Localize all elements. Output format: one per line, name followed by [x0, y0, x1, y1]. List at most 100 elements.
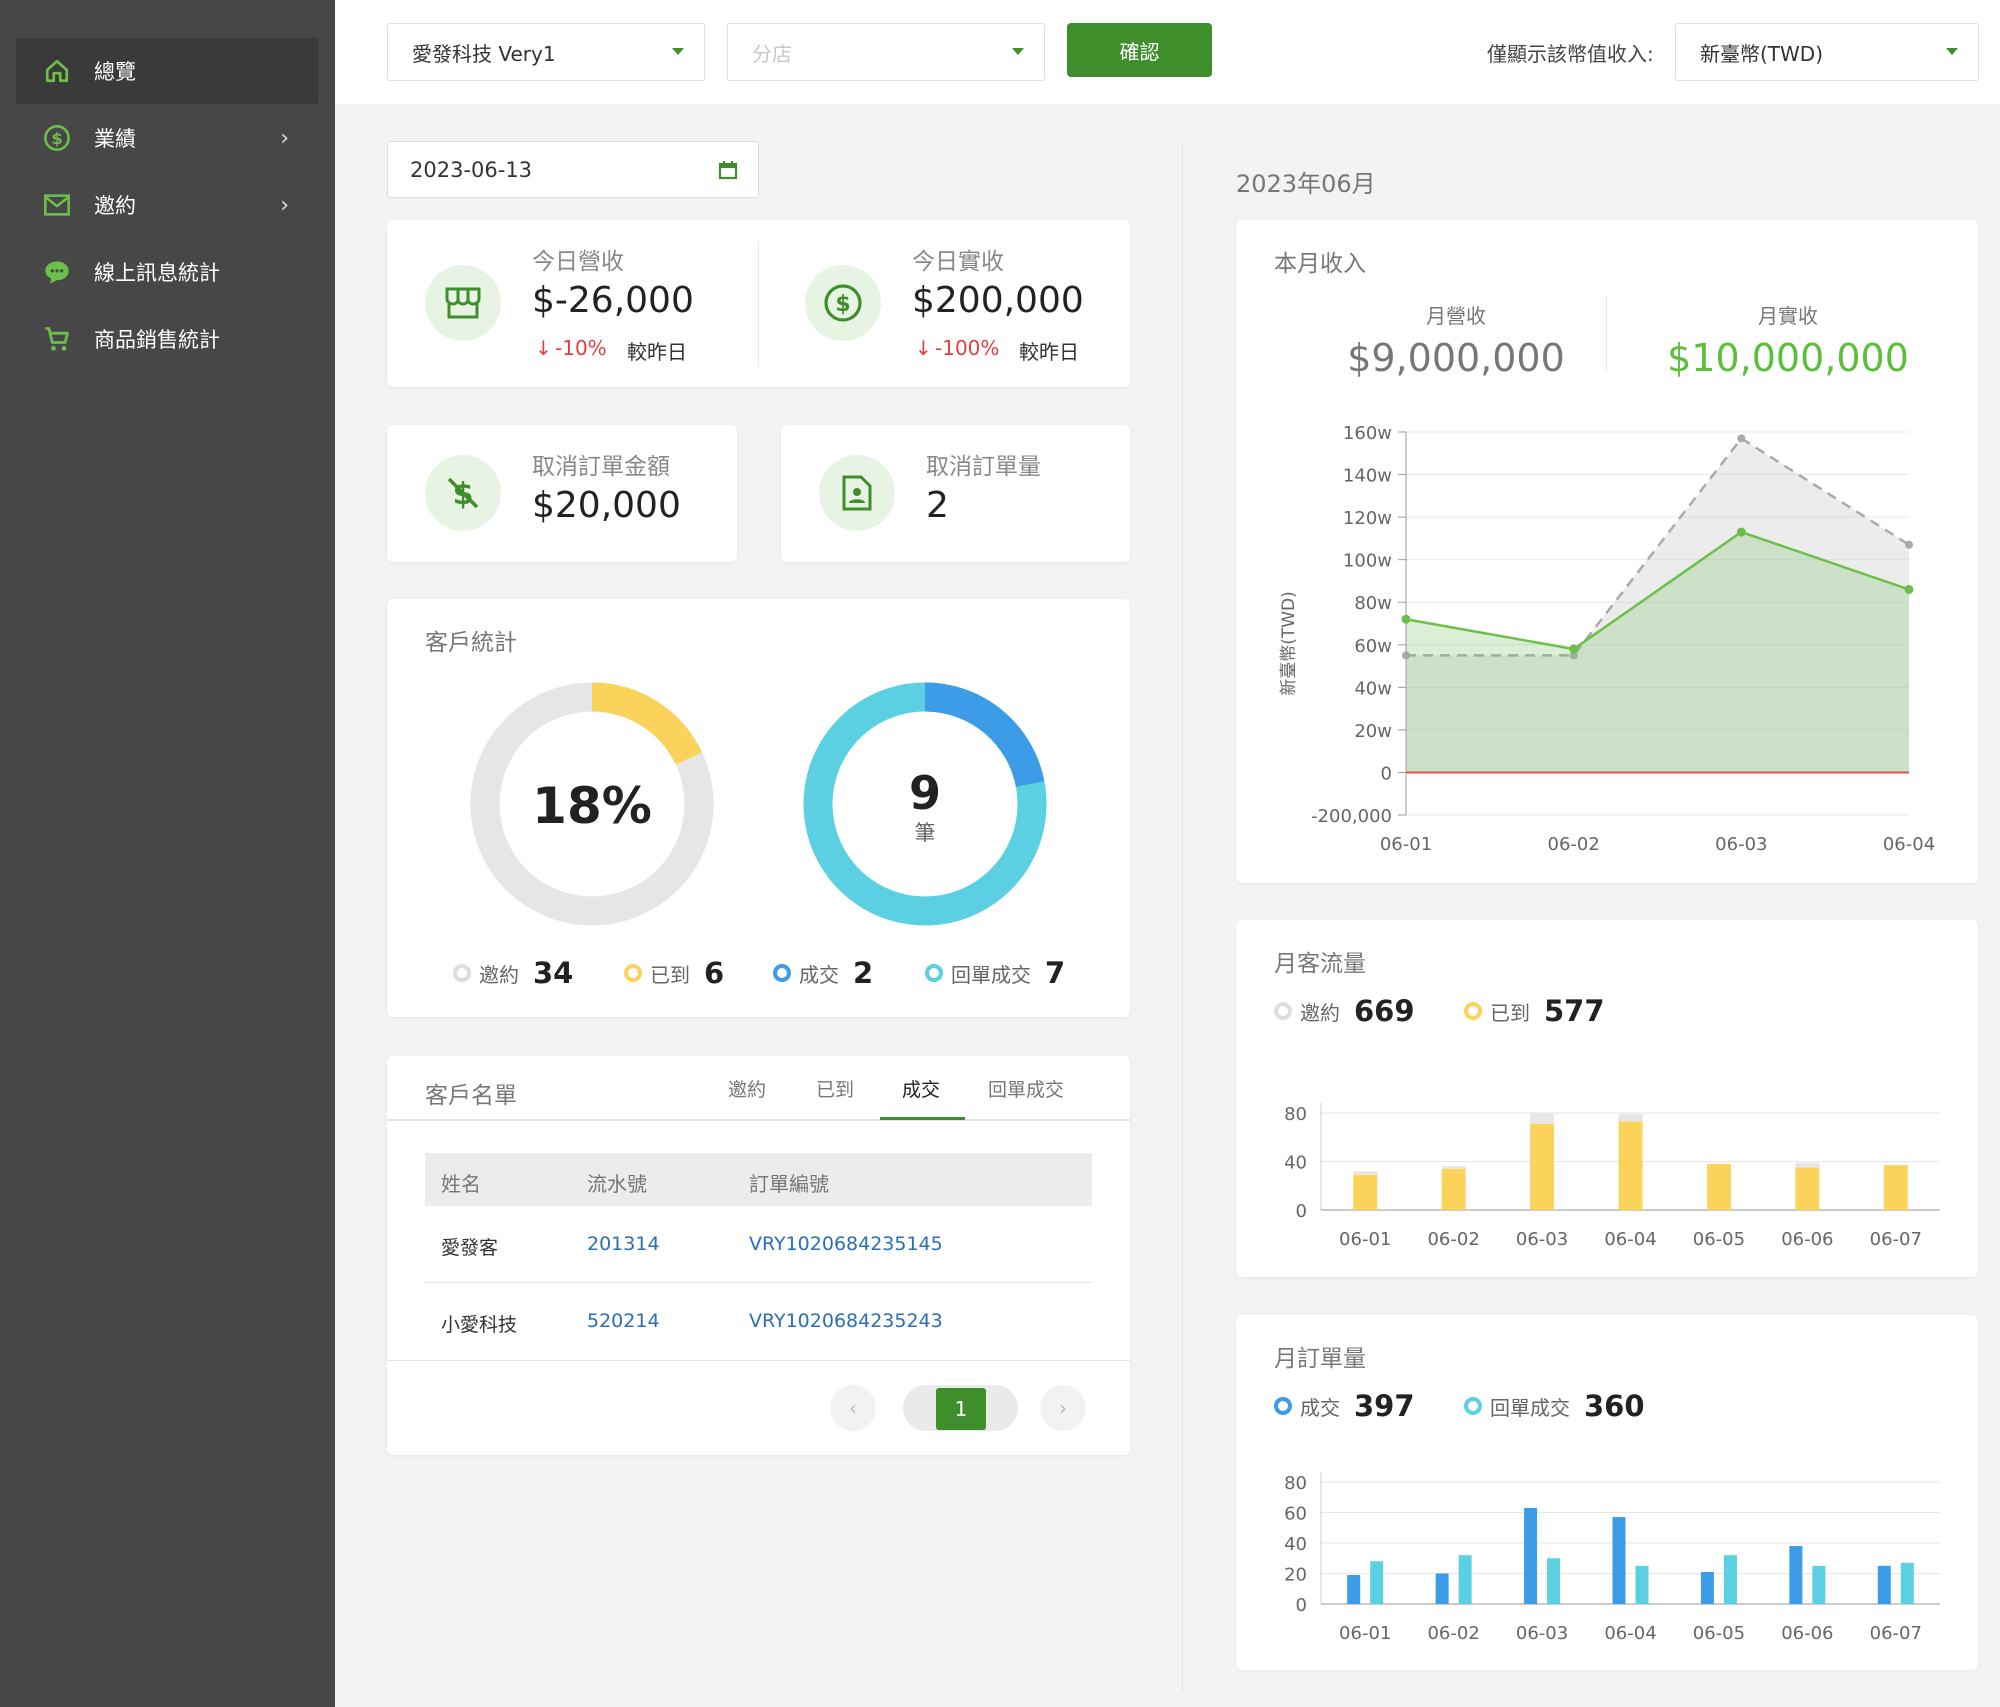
x-tick-label: 06-04: [1604, 1229, 1656, 1250]
x-tick-label: 06-06: [1781, 1623, 1833, 1644]
down-arrow-icon: ↓: [915, 336, 932, 360]
legend-value: 6: [704, 956, 725, 990]
bar: [1435, 1573, 1449, 1604]
series-area: [1406, 438, 1909, 773]
y-tick-label: 60w: [1354, 636, 1392, 657]
x-tick-label: 06-01: [1380, 834, 1432, 855]
cell-name: 小愛科技: [441, 1314, 518, 1336]
bar: [1883, 1165, 1908, 1210]
sidebar-item-overview[interactable]: 總覽: [16, 38, 319, 104]
sidebar-item-label: 總覽: [94, 60, 136, 84]
cell-serial[interactable]: 201314: [587, 1233, 660, 1255]
cart-icon: [42, 324, 72, 354]
sidebar-item-invitation[interactable]: 邀約 ›: [16, 172, 319, 238]
x-tick-label: 06-03: [1715, 834, 1767, 855]
x-tick-label: 06-02: [1427, 1623, 1479, 1644]
currency-select[interactable]: 新臺幣(TWD): [1675, 23, 1979, 81]
compare-label: 較昨日: [1019, 340, 1079, 364]
cell-name: 愛發客: [441, 1237, 499, 1259]
bar: [1900, 1562, 1914, 1604]
column-header-order-no: 訂單編號: [749, 1172, 829, 1196]
divider: [1606, 296, 1607, 372]
date-value: 2023-06-13: [410, 157, 533, 182]
caret-down-icon: [672, 48, 684, 55]
calendar-icon[interactable]: [718, 160, 738, 185]
cancel-count-card: 取消訂單量 2: [781, 425, 1130, 562]
legend-arrived: 已到 6: [624, 956, 724, 990]
y-tick-label: 80w: [1354, 593, 1392, 614]
bar: [1441, 1168, 1466, 1210]
x-tick-label: 06-05: [1693, 1623, 1745, 1644]
divider: [758, 242, 759, 366]
y-tick-label: 120w: [1343, 508, 1392, 529]
sidebar-item-online-messages[interactable]: 線上訊息統計: [16, 239, 319, 305]
customer-stats-card: 客戶統計 18% 9 筆 邀約 34 已到 6 成交 2 回單成交 7: [387, 599, 1130, 1017]
legend-return-deal: 回單成交 360: [1464, 1389, 1645, 1423]
y-tick-label: 20: [1284, 1565, 1307, 1586]
customer-donut-charts: 18% 9 筆: [470, 682, 1047, 926]
date-picker[interactable]: 2023-06-13: [387, 141, 759, 198]
count-donut: 9 筆: [803, 682, 1047, 926]
legend-value: 34: [533, 956, 574, 990]
confirm-button[interactable]: 確認: [1067, 23, 1212, 77]
branch-select[interactable]: 分店: [727, 23, 1045, 81]
sidebar-item-performance[interactable]: $ 業績 ›: [16, 105, 319, 171]
y-tick-label: 0: [1381, 763, 1392, 784]
legend-value: 360: [1584, 1389, 1645, 1423]
y-tick-label: 80: [1284, 1473, 1307, 1494]
svg-text:$: $: [51, 129, 62, 148]
store-icon: [425, 265, 501, 341]
sidebar-item-product-sales[interactable]: 商品銷售統計: [16, 306, 319, 372]
pagination-page-button[interactable]: 1: [936, 1388, 986, 1430]
legend-value: 669: [1354, 994, 1415, 1028]
data-point: [1569, 651, 1578, 660]
data-point: [1569, 644, 1579, 654]
x-tick-label: 06-05: [1693, 1229, 1745, 1250]
legend-dot: [1464, 1002, 1482, 1020]
bar: [1530, 1123, 1555, 1210]
monthly-orders-card: 月訂單量 成交 397 回單成交 360 0 20 40 60 80 06-01 06-02…: [1236, 1315, 1978, 1670]
company-select[interactable]: 愛發科技 Very1: [387, 23, 705, 81]
svg-text:$: $: [835, 292, 850, 317]
legend-dot: [1464, 1397, 1482, 1415]
donut-arc-arrived: [470, 682, 714, 926]
legend-invite: 邀約 669: [1274, 994, 1415, 1028]
bar: [1458, 1555, 1472, 1604]
tab-deal[interactable]: 成交: [902, 1079, 941, 1101]
sidebar-item-label: 商品銷售統計: [94, 328, 220, 352]
sidebar-item-label: 業績: [94, 127, 136, 151]
cancel-count-label: 取消訂單量: [926, 454, 1041, 480]
legend-dot: [773, 964, 791, 982]
pagination-prev-button[interactable]: ‹: [830, 1385, 876, 1431]
y-tick-label: 0: [1296, 1595, 1307, 1616]
y-tick-label: 100w: [1343, 551, 1392, 572]
chat-icon: [42, 257, 72, 287]
sidebar: 總覽 $ 業績 › 邀約 › 線上訊息統計 商品銷售統計: [0, 0, 335, 1707]
x-tick-label: 06-04: [1604, 1623, 1656, 1644]
today-actual-change: -100%: [935, 336, 1000, 360]
y-tick-label: 20w: [1354, 721, 1392, 742]
legend-invite: 邀約 34: [453, 956, 573, 990]
row-divider: [387, 1360, 1130, 1361]
cancel-count-value: 2: [926, 485, 949, 526]
dollar-off-icon: $: [425, 455, 501, 531]
legend-label: 邀約: [1300, 1000, 1340, 1025]
monthly-orders-bar-chart: 0 20 40 60 80 06-01 06-02 06-03 06-04 06-05 06-06 0…: [1284, 1472, 1940, 1644]
legend-label: 成交: [1300, 1395, 1340, 1420]
legend-dot: [925, 964, 943, 982]
tab-return-deal[interactable]: 回單成交: [988, 1079, 1065, 1101]
cancel-amount-label: 取消訂單金額: [532, 454, 670, 480]
bar: [1795, 1167, 1820, 1210]
data-point: [1905, 540, 1913, 549]
cell-order-no[interactable]: VRY1020684235243: [749, 1310, 943, 1332]
legend-arrived: 已到 577: [1464, 994, 1605, 1028]
tab-invite[interactable]: 邀約: [728, 1079, 767, 1101]
monthly-income-card: 本月收入 月營收 $9,000,000 月實收 $10,000,000 -200…: [1236, 220, 1978, 883]
cell-order-no[interactable]: VRY1020684235145: [749, 1233, 943, 1255]
bar: [1812, 1565, 1826, 1604]
legend-deal: 成交 397: [1274, 1389, 1415, 1423]
pagination-next-button[interactable]: ›: [1040, 1385, 1086, 1431]
tab-arrived[interactable]: 已到: [816, 1079, 855, 1101]
cell-serial[interactable]: 520214: [587, 1310, 660, 1332]
sidebar-item-label: 線上訊息統計: [94, 261, 220, 285]
